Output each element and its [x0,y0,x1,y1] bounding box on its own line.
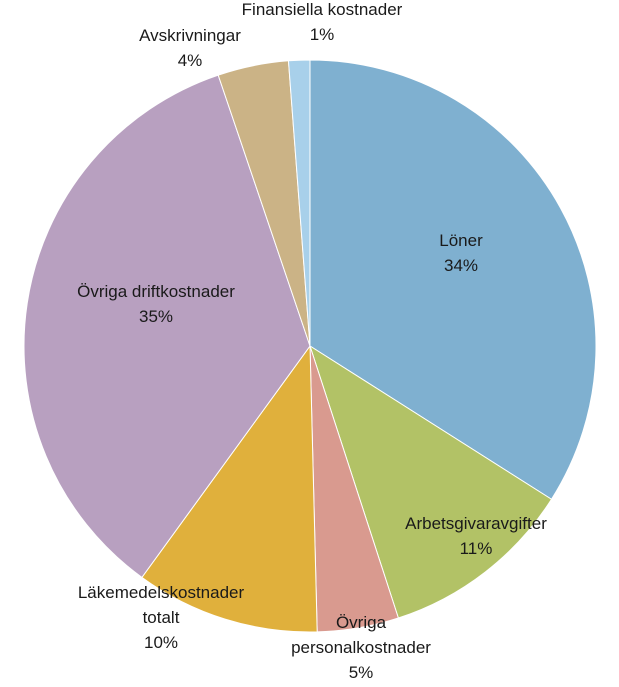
pie-slice-0 [309,59,597,500]
pie-category-label: Övriga [336,613,387,632]
pie-percent-label: 4% [178,51,203,70]
pie-category-label: Löner [439,231,483,250]
pie-labels: Löner 34% Arbetsgivaravgifter 11% Övriga pers… [77,0,547,682]
pie-label-5: Avskrivningar 4% [139,26,241,70]
pie-label-2: Övriga personalkostnader 5% [291,613,431,682]
pie-slice-3 [141,344,318,633]
pie-label-0: Löner 34% [439,231,483,275]
pie-category-label: Läkemedelskostnader [78,583,245,602]
pie-percent-label: 11% [460,539,493,558]
pie-percent-label: 35% [139,307,173,326]
pie-label-1: Arbetsgivaravgifter 11% [405,514,547,558]
pie-label-6: Finansiella kostnader 1% [242,0,403,44]
pie-label-3: Läkemedelskostnader totalt 10% [78,583,245,652]
pie-slice-4 [23,74,311,579]
pie-category-label: Finansiella kostnader [242,0,403,19]
pie-percent-label: 34% [444,256,478,275]
pie-slices [23,59,597,633]
pie-category-label: totalt [143,608,180,627]
pie-percent-label: 5% [349,663,374,682]
pie-category-label: Avskrivningar [139,26,241,45]
pie-category-label: Arbetsgivaravgifter [405,514,547,533]
pie-slice-1 [309,344,553,619]
pie-category-label: Övriga driftkostnader [77,282,235,301]
pie-percent-label: 10% [144,633,178,652]
pie-slice-6 [287,59,311,347]
pie-label-4: Övriga driftkostnader 35% [77,282,235,326]
pie-category-label: personalkostnader [291,638,431,657]
pie-percent-label: 1% [310,25,335,44]
